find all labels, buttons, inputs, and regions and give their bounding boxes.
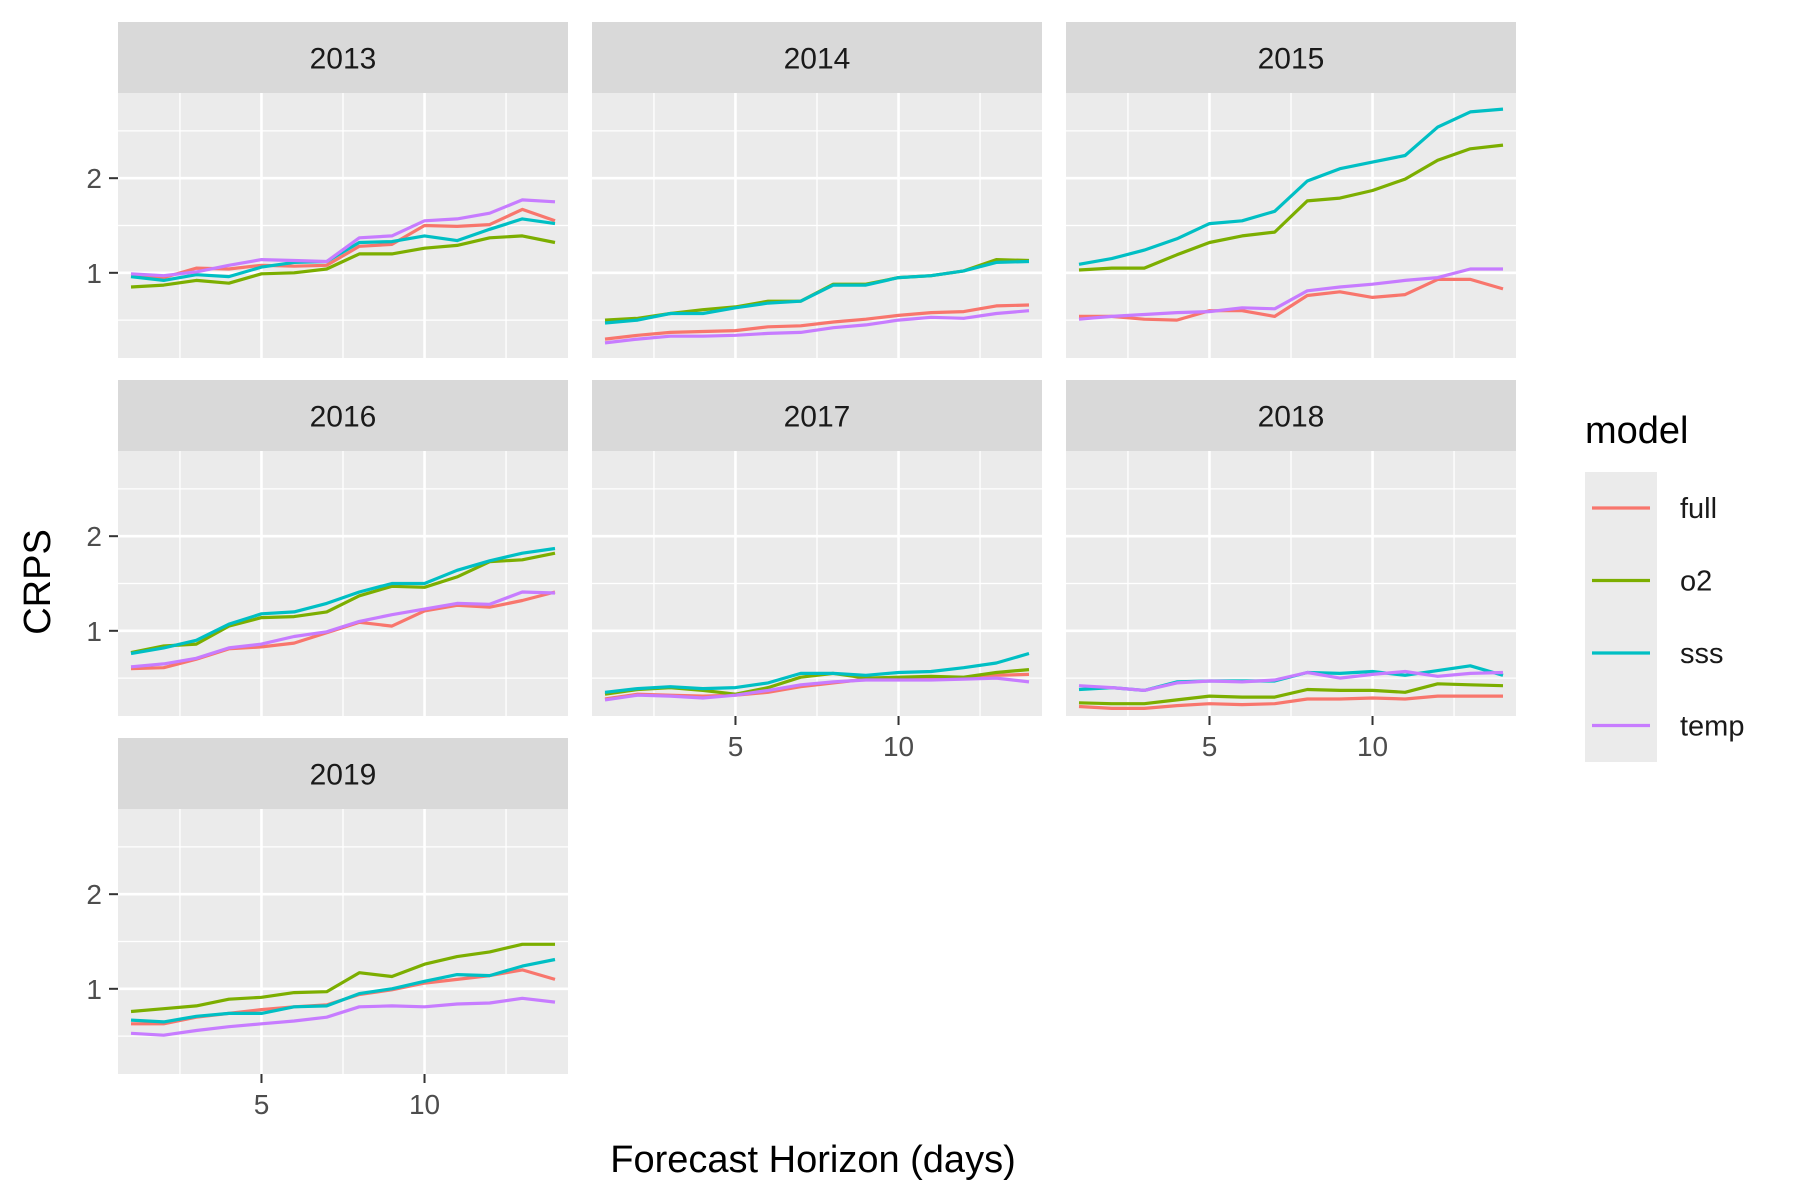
facet-strip	[592, 22, 1042, 93]
series-line-temp-2013	[130, 198, 556, 278]
facet-strip	[1066, 380, 1516, 451]
y-tick-label: 2	[86, 879, 102, 910]
x-tick-label: 10	[883, 731, 914, 762]
series-line-o2-2019	[130, 942, 555, 1014]
x-axis-title: Forecast Horizon (days)	[610, 1139, 1015, 1181]
facet-strip-label: 2015	[1258, 43, 1325, 76]
facet-strip-label: 2014	[784, 43, 851, 76]
series-line-sss-2013	[130, 217, 556, 282]
legend: model full o2 sss temp	[1585, 410, 1744, 762]
y-tick-label: 2	[86, 521, 102, 552]
facet-strip	[1066, 22, 1516, 93]
legend-label: full	[1680, 493, 1717, 525]
legend-label: o2	[1680, 566, 1712, 598]
facet-strip	[118, 22, 568, 93]
y-axis-title: CRPS	[17, 529, 59, 635]
series-line-full-2015	[1079, 277, 1504, 322]
facet-strip-label: 2013	[310, 43, 377, 76]
facet-strip	[118, 380, 568, 451]
facet-panel-2017: 2017 5 10	[592, 380, 1042, 762]
series-line-full-2018	[1078, 694, 1503, 711]
legend-items: full o2 sss temp	[1592, 493, 1744, 743]
series-line-full-2013	[130, 207, 556, 280]
facet-strip	[592, 380, 1042, 451]
series-line-temp-2018	[1078, 669, 1504, 693]
legend-item-sss: sss	[1592, 638, 1724, 670]
y-tick-label: 1	[86, 974, 102, 1005]
series-line-sss-2017	[604, 651, 1030, 694]
series-line-o2-2013	[130, 234, 556, 289]
series-line-temp-2017	[604, 676, 1030, 702]
facet-strip-label: 2017	[784, 401, 851, 434]
y-tick-label: 1	[86, 616, 102, 647]
legend-label: sss	[1680, 638, 1724, 670]
series-line-sss-2015	[1078, 107, 1504, 266]
facet-panel-2014: 2014	[592, 22, 1042, 358]
legend-item-full: full	[1592, 493, 1717, 525]
series-line-temp-2014	[604, 309, 1030, 345]
facet-strip-label: 2018	[1258, 401, 1325, 434]
series-line-temp-2019	[130, 996, 556, 1037]
y-tick-label: 2	[86, 163, 102, 194]
x-tick-label: 5	[1202, 731, 1218, 762]
x-tick-label: 5	[254, 1089, 270, 1120]
series-line-sss-2016	[130, 546, 556, 656]
y-tick-label: 1	[86, 258, 102, 289]
facet-strip	[118, 738, 568, 809]
facet-panel-2015: 2015	[1066, 22, 1516, 358]
series-line-o2-2016	[130, 551, 556, 655]
series-line-full-2014	[604, 303, 1030, 341]
series-line-sss-2014	[604, 259, 1030, 325]
facet-panel-2016: 2016 1 2	[86, 380, 568, 716]
series-line-sss-2019	[130, 957, 556, 1024]
legend-item-temp: temp	[1592, 711, 1744, 743]
series-line-o2-2018	[1078, 682, 1504, 706]
legend-title: model	[1585, 410, 1689, 452]
series-line-o2-2015	[1078, 143, 1504, 272]
facet-panel-2013: 2013 1 2	[86, 22, 568, 358]
x-tick-label: 5	[728, 731, 744, 762]
facet-strip-label: 2019	[310, 759, 377, 792]
x-tick-label: 10	[409, 1089, 440, 1120]
facet-panel-2019: 2019 1 2 5 10	[86, 738, 568, 1120]
facet-panel-2018: 2018 5 10	[1066, 380, 1516, 762]
legend-label: temp	[1680, 711, 1744, 743]
x-tick-label: 10	[1357, 731, 1388, 762]
facet-strip-label: 2016	[310, 401, 377, 434]
legend-item-o2: o2	[1592, 566, 1712, 598]
series-line-temp-2015	[1078, 267, 1503, 321]
legend-key-background	[1585, 472, 1657, 762]
series-line-temp-2016	[130, 590, 556, 669]
